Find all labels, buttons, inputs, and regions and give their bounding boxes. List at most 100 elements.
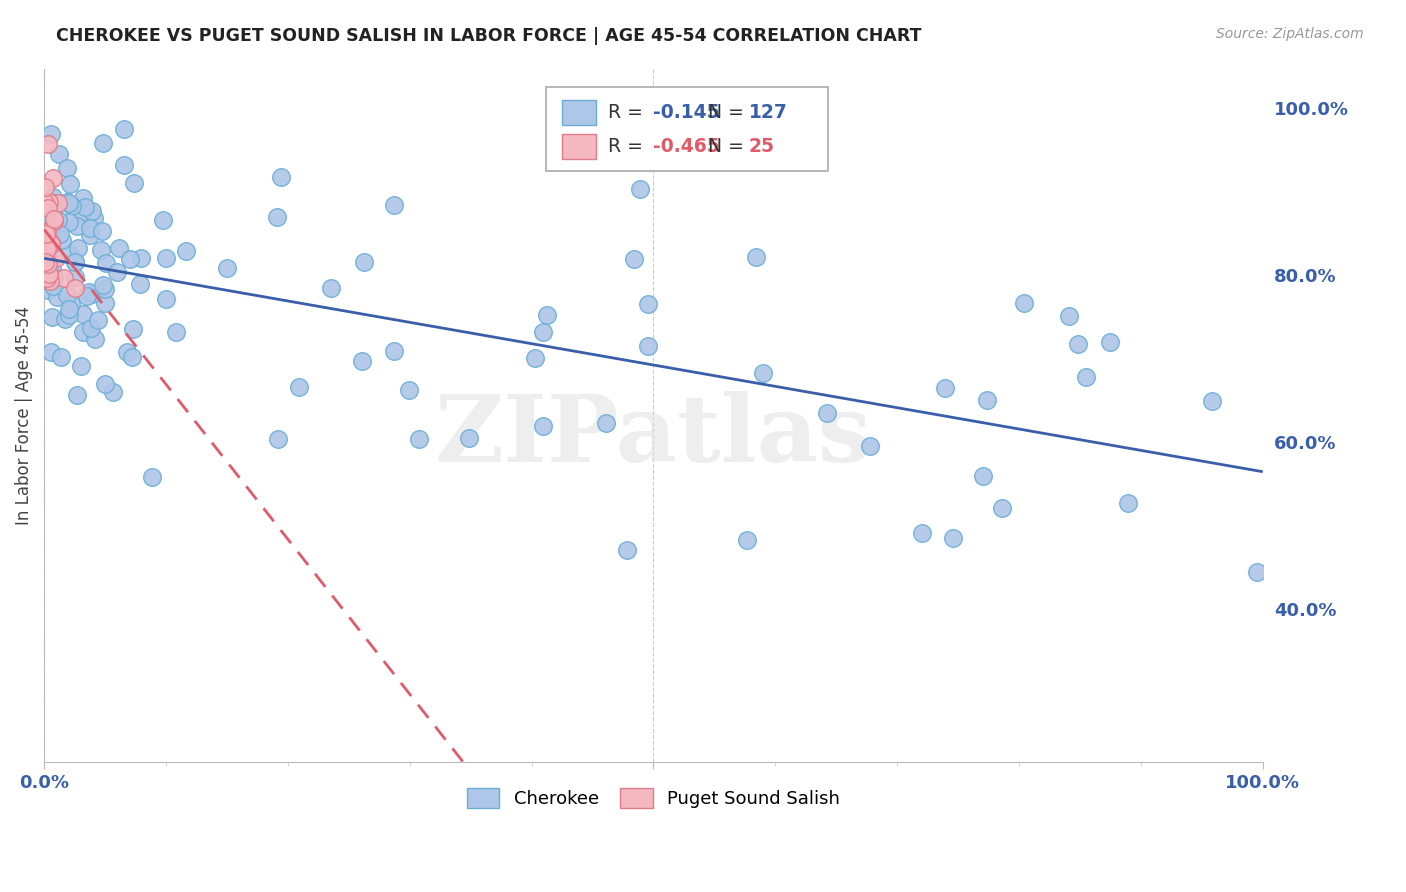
Point <box>112 158 135 172</box>
Text: R =: R = <box>609 103 652 121</box>
Point <box>34 180 56 194</box>
Point <box>155 251 177 265</box>
Point <box>523 351 546 365</box>
Point <box>58 308 80 322</box>
Point <box>46 212 69 227</box>
Point <box>1246 565 1268 579</box>
Point <box>752 366 775 380</box>
Point <box>42 189 65 203</box>
Point <box>66 219 89 234</box>
Point <box>215 261 238 276</box>
Text: 60.0%: 60.0% <box>1274 435 1336 453</box>
Point <box>91 278 114 293</box>
Point <box>80 203 103 218</box>
Point <box>51 233 73 247</box>
Point <box>976 393 998 408</box>
Point <box>34 260 56 275</box>
Text: -0.465: -0.465 <box>654 136 720 156</box>
Text: -0.145: -0.145 <box>654 103 720 121</box>
Point <box>101 385 124 400</box>
Point <box>155 292 177 306</box>
Text: N =: N = <box>696 103 754 121</box>
Point <box>44 196 66 211</box>
Point <box>623 252 645 267</box>
Point <box>72 325 94 339</box>
Point <box>48 147 70 161</box>
Point <box>60 297 83 311</box>
Point <box>531 326 554 340</box>
Point <box>37 257 59 271</box>
Point <box>1067 336 1090 351</box>
Text: 80.0%: 80.0% <box>1274 268 1337 286</box>
Point <box>35 244 58 259</box>
Point <box>595 416 617 430</box>
Point <box>34 259 56 273</box>
Point <box>350 354 373 368</box>
Point <box>1057 309 1080 323</box>
Point <box>37 256 59 270</box>
Point <box>63 281 86 295</box>
Point <box>55 161 77 176</box>
Point <box>745 251 768 265</box>
Point <box>457 431 479 445</box>
Point <box>65 254 87 268</box>
Point <box>637 296 659 310</box>
Point <box>58 246 80 260</box>
Point <box>942 532 965 546</box>
Point <box>1074 369 1097 384</box>
Point <box>56 194 79 209</box>
Point <box>398 383 420 397</box>
Point <box>37 136 59 151</box>
Point <box>37 283 59 297</box>
Point <box>42 211 65 226</box>
Point <box>90 243 112 257</box>
Point <box>79 228 101 243</box>
Point <box>129 277 152 292</box>
Point <box>34 195 56 210</box>
Point <box>38 194 60 209</box>
FancyBboxPatch shape <box>546 87 828 171</box>
Point <box>972 469 994 483</box>
Point <box>63 269 86 284</box>
Y-axis label: In Labor Force | Age 45-54: In Labor Force | Age 45-54 <box>15 306 32 524</box>
Text: R =: R = <box>609 136 652 156</box>
Point <box>288 380 311 394</box>
FancyBboxPatch shape <box>562 134 596 159</box>
Point <box>531 419 554 434</box>
Point <box>353 255 375 269</box>
Point <box>53 312 76 326</box>
Text: 25: 25 <box>748 136 775 156</box>
Point <box>72 191 94 205</box>
Point <box>35 242 58 256</box>
Text: CHEROKEE VS PUGET SOUND SALISH IN LABOR FORCE | AGE 45-54 CORRELATION CHART: CHEROKEE VS PUGET SOUND SALISH IN LABOR … <box>56 27 922 45</box>
Point <box>76 289 98 303</box>
Point <box>122 177 145 191</box>
Text: 127: 127 <box>748 103 787 121</box>
Point <box>86 313 108 327</box>
Legend: Cherokee, Puget Sound Salish: Cherokee, Puget Sound Salish <box>460 780 848 815</box>
Point <box>90 224 112 238</box>
Point <box>270 169 292 184</box>
Point <box>121 322 143 336</box>
Point <box>53 271 76 285</box>
Point <box>267 432 290 446</box>
Point <box>859 439 882 453</box>
Point <box>46 214 69 228</box>
Point <box>51 350 73 364</box>
Point <box>112 121 135 136</box>
Point <box>1098 335 1121 350</box>
Point <box>46 290 69 304</box>
Point <box>39 127 62 141</box>
Point <box>39 227 62 241</box>
Point <box>616 542 638 557</box>
Text: ZIPatlas: ZIPatlas <box>434 391 872 481</box>
Point <box>41 171 63 186</box>
Point <box>41 261 63 276</box>
Point <box>70 359 93 373</box>
Point <box>58 195 80 210</box>
Point <box>58 301 80 316</box>
FancyBboxPatch shape <box>562 100 596 125</box>
Point <box>34 195 56 210</box>
Point <box>628 182 651 196</box>
Point <box>41 203 63 218</box>
